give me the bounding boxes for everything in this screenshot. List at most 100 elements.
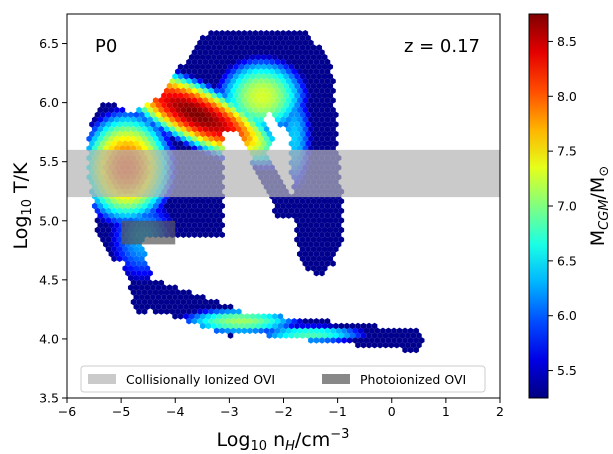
hexbin-cell bbox=[330, 241, 336, 248]
hexbin-cell bbox=[247, 97, 253, 104]
hexbin-cell bbox=[200, 294, 206, 301]
hexbin-cell bbox=[302, 68, 309, 75]
legend: Collisionally Ionized OVI Photoionized O… bbox=[80, 365, 486, 393]
hexbin-cell bbox=[211, 92, 217, 99]
hexbin-cell bbox=[319, 135, 325, 142]
hexbin-cell bbox=[161, 294, 167, 301]
hexbin-cell bbox=[327, 198, 334, 205]
hexbin-cell bbox=[127, 284, 134, 291]
hexbin-cell bbox=[136, 250, 142, 258]
hexbin-cell bbox=[335, 241, 342, 248]
hexbin-cell bbox=[147, 116, 153, 123]
hexbin-cell bbox=[141, 212, 148, 219]
hexbin-cell bbox=[180, 135, 187, 142]
hexbin-cell bbox=[313, 106, 320, 114]
hexbin-cell bbox=[150, 207, 156, 214]
hexbin-cell bbox=[200, 303, 206, 310]
hexbin-cell bbox=[194, 207, 201, 214]
hexbin-cell bbox=[155, 294, 162, 301]
hexbin-cell bbox=[163, 202, 170, 210]
hexbin-cell bbox=[308, 231, 314, 238]
hexbin-cell bbox=[177, 73, 184, 80]
hexbin-cell bbox=[94, 207, 101, 214]
hexbin-cell bbox=[144, 111, 151, 118]
hexbin-cell bbox=[316, 265, 322, 272]
hexbin-cell bbox=[175, 116, 181, 123]
hexbin-cell bbox=[111, 246, 117, 253]
hexbin-cell bbox=[302, 212, 309, 219]
hexbin-cell bbox=[302, 116, 309, 123]
hexbin-cell bbox=[266, 322, 273, 330]
hexbin-cell bbox=[324, 231, 331, 238]
hexbin-cell bbox=[330, 106, 336, 114]
hexbin-cell bbox=[277, 102, 284, 109]
hexbin-cell bbox=[355, 322, 361, 330]
hexbin-cell bbox=[319, 241, 325, 248]
hexbin-cell bbox=[186, 87, 192, 94]
hexbin-cell bbox=[194, 121, 201, 128]
hexbin-cell bbox=[260, 34, 267, 42]
hexbin-cell bbox=[238, 54, 245, 61]
hexbin-cell bbox=[227, 313, 234, 320]
hexbin-cell bbox=[316, 121, 322, 128]
hexbin-cell bbox=[216, 111, 223, 118]
hexbin-cell bbox=[197, 106, 203, 114]
hexbin-cell bbox=[297, 58, 303, 66]
x-tick-label: −3 bbox=[220, 404, 238, 419]
hexbin-cell bbox=[321, 140, 328, 147]
hexbin-cell bbox=[324, 241, 331, 248]
hexbin-cell bbox=[330, 202, 336, 210]
legend-swatch-collisional bbox=[88, 374, 116, 384]
hexbin-cell bbox=[163, 97, 170, 104]
hexbin-cell bbox=[385, 337, 392, 344]
hexbin-cell bbox=[302, 30, 309, 37]
hexbin-cell bbox=[186, 58, 192, 66]
hexbin-cell bbox=[166, 207, 173, 214]
hexbin-cell bbox=[308, 202, 314, 210]
hexbin-cell bbox=[155, 198, 162, 205]
hexbin-cell bbox=[202, 298, 209, 306]
hexbin-cell bbox=[333, 207, 339, 214]
hexbin-cell bbox=[150, 130, 156, 138]
hexbin-cell bbox=[280, 327, 286, 334]
hexbin-cell bbox=[321, 73, 328, 80]
hexbin-cell bbox=[294, 198, 300, 205]
hexbin-cell bbox=[299, 255, 306, 262]
hexbin-cell bbox=[291, 106, 298, 114]
hexbin-cell bbox=[175, 222, 181, 229]
hexbin-cell bbox=[327, 322, 334, 330]
hexbin-cell bbox=[233, 54, 239, 61]
hexbin-cell bbox=[141, 279, 148, 286]
hexbin-cell bbox=[130, 126, 137, 133]
hexbin-cell bbox=[316, 44, 322, 51]
hexbin-cell bbox=[97, 126, 104, 133]
hexbin-cell bbox=[136, 279, 142, 286]
hexbin-cell bbox=[233, 73, 239, 80]
hexbin-cell bbox=[302, 58, 309, 66]
hexbin-cell bbox=[272, 198, 278, 205]
hexbin-cell bbox=[249, 130, 256, 138]
hexbin-cell bbox=[319, 270, 325, 277]
hexbin-cell bbox=[191, 126, 198, 133]
hexbin-cell bbox=[224, 68, 231, 75]
hexbin-cell bbox=[321, 198, 328, 205]
hexbin-cell bbox=[227, 63, 234, 70]
hexbin-cell bbox=[247, 116, 253, 123]
hexbin-cell bbox=[330, 222, 336, 229]
hexbin-cell bbox=[127, 130, 134, 138]
hexbin-cell bbox=[333, 226, 339, 234]
hexbin-cell bbox=[127, 111, 134, 118]
hexbin-cell bbox=[274, 30, 281, 37]
hexbin-cell bbox=[230, 68, 237, 75]
hexbin-cell bbox=[321, 236, 328, 243]
hexbin-cell bbox=[280, 78, 286, 85]
hexbin-cell bbox=[127, 265, 134, 272]
hexbin-cell bbox=[313, 212, 320, 219]
hexbin-cell bbox=[327, 207, 334, 214]
hexbin-cell bbox=[188, 207, 195, 214]
hexbin-cell bbox=[274, 202, 281, 210]
hexbin-cell bbox=[116, 236, 123, 243]
y-axis-label: Log10 T/K bbox=[10, 162, 35, 250]
hexbin-cell bbox=[208, 318, 214, 325]
